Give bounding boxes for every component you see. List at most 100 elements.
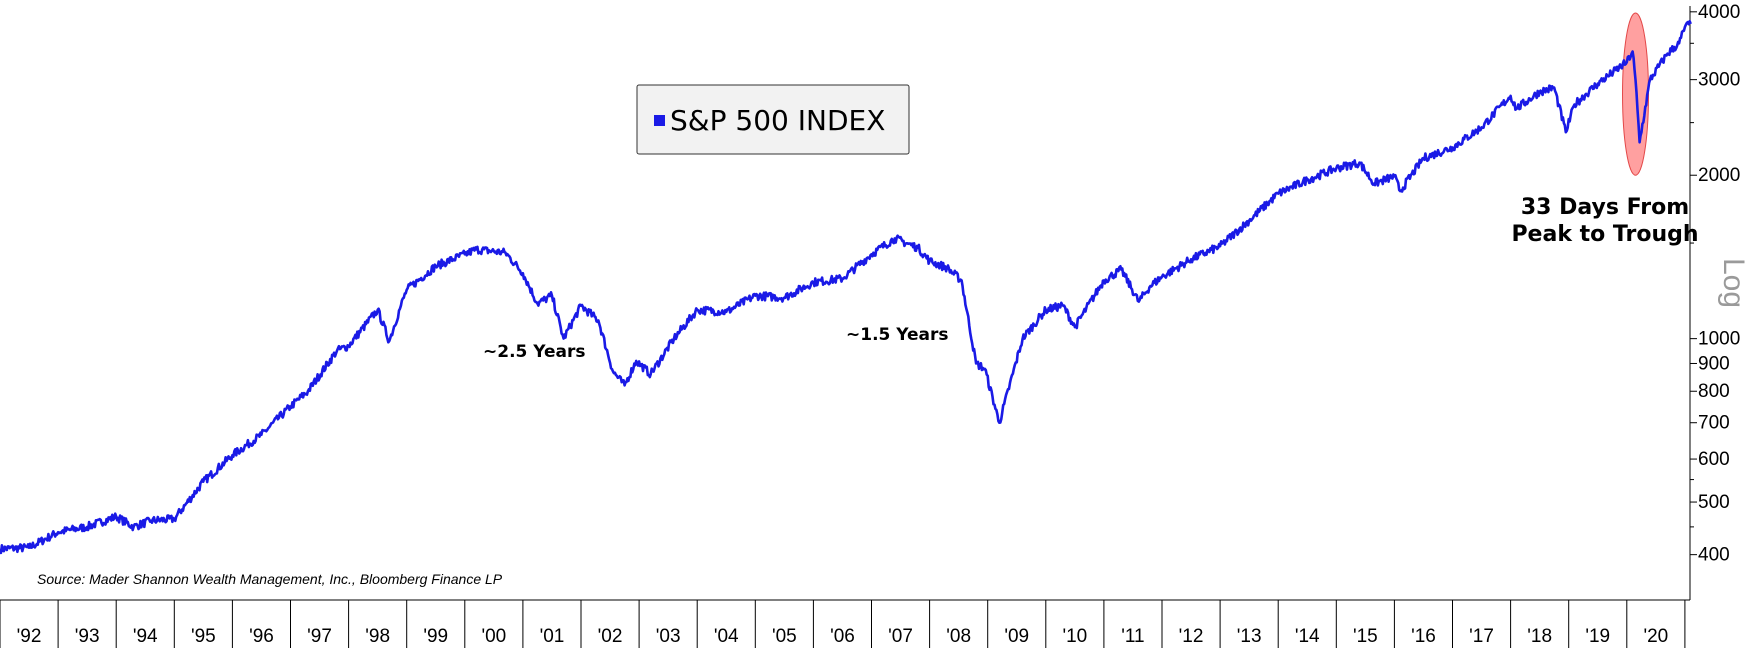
data-point: [998, 422, 1000, 424]
data-point: [871, 253, 873, 255]
data-point: [1335, 167, 1337, 169]
data-point: [307, 390, 309, 392]
data-point: [290, 405, 292, 407]
data-point: [975, 362, 977, 364]
x-tick-label: '13: [1237, 626, 1262, 647]
data-point: [1120, 269, 1122, 271]
annotation-1-5-years: ~1.5 Years: [846, 325, 949, 345]
series-line-sp500: [0, 19, 1692, 555]
data-point: [1399, 190, 1401, 192]
data-point: [1452, 146, 1454, 148]
data-point: [1306, 179, 1308, 181]
x-tick-label: '01: [540, 626, 565, 647]
data-point: [1597, 83, 1599, 85]
data-point: [400, 305, 402, 307]
data-point: [612, 370, 614, 372]
data-point: [597, 319, 599, 321]
data-point: [1553, 87, 1555, 89]
data-point: [1219, 245, 1221, 247]
data-point: [650, 373, 652, 375]
data-point: [1138, 301, 1140, 303]
x-tick-label: '08: [946, 626, 971, 647]
x-tick-label: '12: [1179, 626, 1204, 647]
data-point: [388, 340, 390, 342]
x-tick-label: '14: [1295, 626, 1320, 647]
data-point: [624, 384, 626, 386]
data-point: [1690, 23, 1692, 25]
log-scale-label: Log: [1717, 258, 1750, 308]
data-point: [133, 526, 135, 528]
data-point: [1666, 53, 1668, 55]
x-tick-label: '96: [249, 626, 274, 647]
data-point: [580, 305, 582, 307]
data-point: [894, 237, 896, 239]
annotation-33-days-line1: 33 Days From: [1521, 195, 1689, 220]
data-point: [406, 289, 408, 291]
annotation-33-days-line2: Peak to Trough: [1511, 222, 1698, 247]
y-tick-label: 600: [1698, 449, 1730, 470]
y-tick-label: 900: [1698, 353, 1730, 374]
y-tick-label: 400: [1698, 545, 1730, 566]
x-tick-label: '20: [1643, 626, 1668, 647]
x-tick-label: '10: [1062, 626, 1087, 647]
data-point: [464, 253, 466, 255]
data-point: [754, 295, 756, 297]
data-point: [173, 518, 175, 520]
legend-label: S&P 500 INDEX: [670, 104, 885, 137]
y-tick-label: 3000: [1698, 70, 1740, 91]
legend-box: [636, 84, 910, 155]
x-tick-label: '97: [307, 626, 332, 647]
x-tick-label: '16: [1411, 626, 1436, 647]
x-tick-label: '18: [1527, 626, 1552, 647]
annotation-2-5-years: ~2.5 Years: [483, 342, 586, 362]
x-tick-label: '04: [714, 626, 739, 647]
data-point: [1373, 183, 1375, 185]
series-layer: [0, 19, 1692, 555]
data-point: [783, 297, 785, 299]
data-point: [841, 278, 843, 280]
data-point: [635, 360, 637, 362]
x-tick-label: '92: [17, 626, 42, 647]
data-point: [336, 350, 338, 352]
data-point: [929, 260, 931, 262]
data-point: [1515, 108, 1517, 110]
data-point: [86, 526, 88, 528]
x-tick-label: '07: [888, 626, 913, 647]
x-tick-label: '19: [1585, 626, 1610, 647]
data-point: [260, 434, 262, 436]
data-point: [1045, 309, 1047, 311]
data-point: [1161, 276, 1163, 278]
data-point: [673, 338, 675, 340]
data-point: [1062, 305, 1064, 307]
data-point: [475, 248, 477, 250]
x-tick-label: '09: [1004, 626, 1029, 647]
data-point: [1574, 103, 1576, 105]
y-tick-label: 700: [1698, 413, 1730, 434]
data-point: [1649, 79, 1651, 81]
data-point: [1481, 126, 1483, 128]
y-tick-label: 1000: [1698, 329, 1740, 350]
data-point: [1074, 326, 1076, 328]
data-point: [946, 267, 948, 269]
x-tick-label: '95: [191, 626, 216, 647]
data-point: [1422, 157, 1424, 159]
data-point: [1626, 61, 1628, 63]
data-point: [1248, 220, 1250, 222]
data-point: [1022, 338, 1024, 340]
data-point: [231, 454, 233, 456]
y-tick-label: 2000: [1698, 165, 1740, 186]
data-point: [812, 281, 814, 283]
y-tick-label: 4000: [1698, 2, 1740, 23]
data-point: [1678, 42, 1680, 44]
data-point: [115, 516, 117, 518]
y-tick-label: 500: [1698, 492, 1730, 513]
x-tick-label: '94: [133, 626, 158, 647]
data-point: [1190, 258, 1192, 260]
x-tick-label: '17: [1469, 626, 1494, 647]
legend-swatch: [654, 115, 665, 126]
x-tick-label: '06: [830, 626, 855, 647]
data-point: [1103, 279, 1105, 281]
data-point: [984, 368, 986, 370]
data-point: [917, 247, 919, 249]
